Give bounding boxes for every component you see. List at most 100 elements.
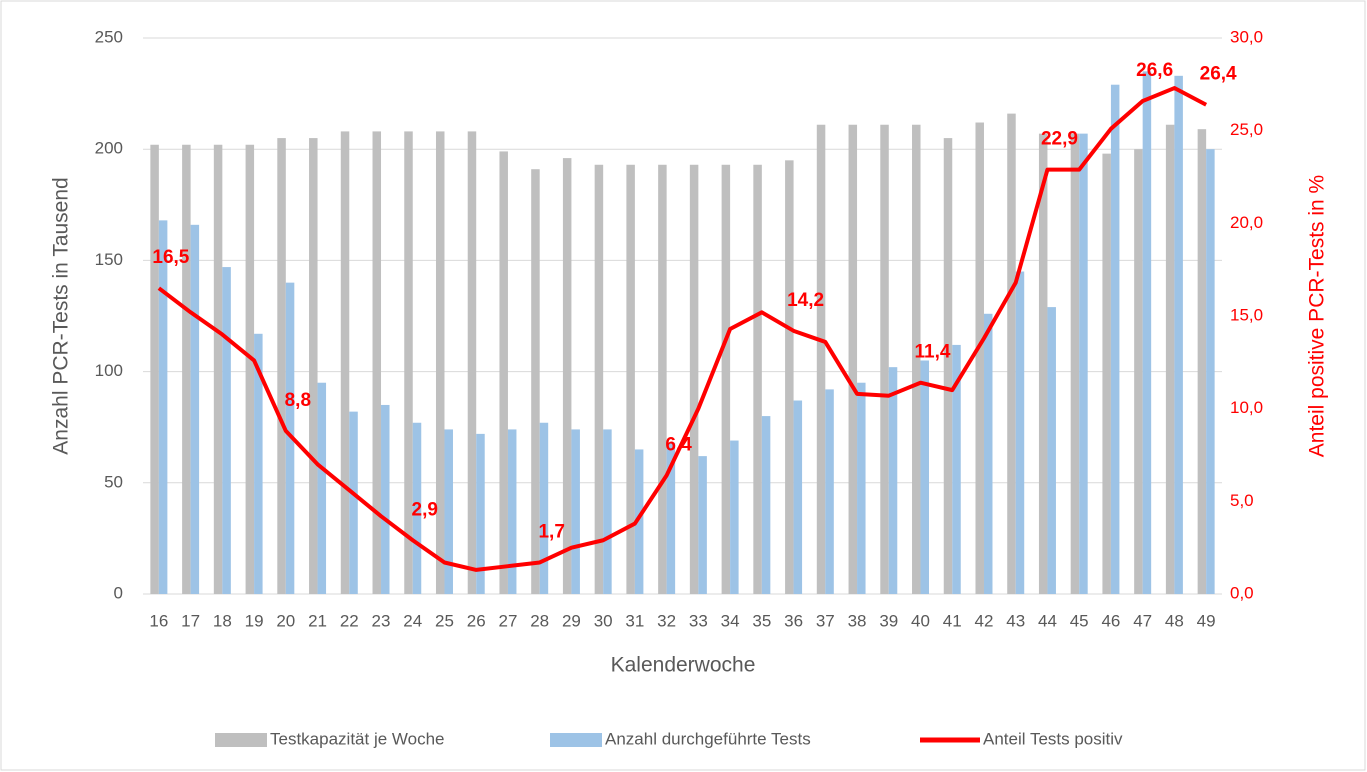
x-tick-label: 39 [879,611,898,630]
bar [793,400,803,594]
bar [150,144,159,594]
bar [983,313,993,594]
y-tick-label: 150 [95,250,123,269]
data-label: 26,6 [1136,60,1173,81]
x-tick-label: 47 [1133,611,1152,630]
x-tick-label: 16 [149,611,168,630]
bar [888,367,898,594]
x-tick-label: 23 [372,611,391,630]
bar [666,442,676,594]
x-tick-label: 28 [530,611,549,630]
data-label: 16,5 [152,247,189,268]
x-tick-label: 29 [562,611,581,630]
bar [952,344,961,594]
bar [277,138,286,594]
x-tick-label: 49 [1197,611,1216,630]
bar [317,382,327,594]
bar [507,429,517,594]
bar [689,164,699,594]
x-tick-label: 25 [435,611,454,630]
y2-tick-label: 5,0 [1230,491,1254,510]
bar [349,411,358,594]
bar [603,429,612,594]
x-tick-label: 40 [911,611,930,630]
bar [825,389,834,594]
bar [571,429,580,594]
bar [1007,113,1016,594]
x-tick-label: 26 [467,611,486,630]
bar [761,416,771,594]
y-tick-label: 100 [95,361,123,380]
bar [1174,75,1183,595]
bar [785,160,794,594]
y2-tick-label: 20,0 [1230,213,1263,232]
y2-tick-label: 10,0 [1230,398,1263,417]
y2-tick-label: 30,0 [1230,27,1263,46]
bar [1197,129,1207,594]
bar [1038,133,1048,594]
bar [381,404,390,594]
bar [1070,133,1080,594]
bar [1047,307,1056,594]
y2-tick-label: 0,0 [1230,583,1254,602]
bar [626,164,635,594]
bar [467,131,477,594]
bar [340,131,350,594]
data-label: 22,9 [1041,129,1078,150]
bar [254,333,263,594]
y2-axis-title: Anteil positive PCR-Tests in % [1306,175,1329,457]
x-tick-label: 22 [340,611,359,630]
y-axis-title: Anzahl PCR-Tests in Tausend [50,177,73,454]
x-tick-label: 42 [975,611,994,630]
bar [444,429,453,594]
bar [1165,124,1175,595]
x-tick-label: 32 [657,611,676,630]
bar [476,433,485,594]
bar [245,144,255,594]
bar [658,164,667,594]
x-tick-label: 48 [1165,611,1184,630]
data-label: 1,7 [538,522,564,543]
x-tick-label: 43 [1006,611,1025,630]
bar [857,382,866,594]
x-tick-label: 18 [213,611,232,630]
x-tick-label: 38 [848,611,867,630]
bar [1142,71,1152,595]
y-tick-label: 50 [104,472,123,491]
x-tick-label: 21 [308,611,327,630]
bar [912,124,921,595]
bar [730,440,739,594]
bar [182,144,191,594]
y-tick-label: 200 [95,139,123,158]
data-label: 8,8 [285,390,311,411]
bar [372,131,382,594]
x-tick-label: 33 [689,611,708,630]
bar [1015,271,1025,594]
x-tick-label: 46 [1101,611,1120,630]
bar [753,164,762,594]
x-tick-label: 30 [594,611,613,630]
bar [975,122,984,595]
bar [539,422,549,594]
legend-label: Testkapazität je Woche [270,729,445,748]
legend-label: Anzahl durchgeführte Tests [605,729,811,748]
x-tick-label: 27 [498,611,517,630]
x-tick-label: 19 [245,611,264,630]
bar [1102,153,1111,594]
x-tick-label: 35 [752,611,771,630]
x-tick-label: 37 [816,611,835,630]
bar [499,151,508,594]
bar [920,360,930,594]
data-label: 6,4 [665,434,692,455]
bar [531,169,540,594]
y2-tick-label: 15,0 [1230,305,1263,324]
bar [943,138,953,594]
bar [158,220,168,595]
x-tick-label: 45 [1070,611,1089,630]
x-tick-label: 24 [403,611,422,630]
x-tick-label: 36 [784,611,803,630]
data-label: 11,4 [915,342,951,363]
x-axis-title: Kalenderwoche [611,654,756,677]
bar [562,158,572,594]
